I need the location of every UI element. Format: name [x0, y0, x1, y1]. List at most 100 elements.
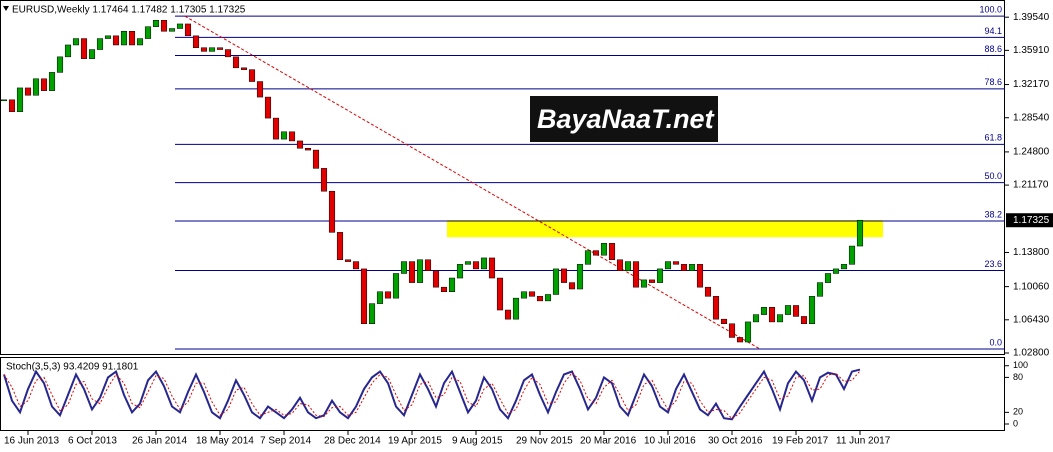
candle [440, 286, 448, 293]
candle [432, 270, 440, 288]
y-tick-label: 1.13800 [1013, 247, 1050, 258]
candle [704, 286, 712, 297]
candle [152, 20, 160, 27]
candle [720, 318, 728, 324]
candle [128, 31, 136, 46]
candle [776, 314, 784, 323]
x-tick-label: 20 Mar 2016 [580, 436, 637, 447]
candle [104, 35, 112, 39]
candle [520, 291, 528, 299]
y-tick-label: 1.28540 [1013, 112, 1050, 123]
candle [144, 26, 152, 39]
candle [768, 307, 776, 323]
candle [800, 316, 808, 324]
title-arrow [3, 6, 9, 11]
x-tick-label: 28 Dec 2014 [324, 436, 381, 447]
candle [280, 131, 288, 140]
candle [488, 257, 496, 279]
candle [232, 56, 240, 69]
watermark: BayaNaaT.net [530, 96, 718, 142]
y-tick-label: 1.39540 [1013, 12, 1050, 23]
candle [680, 264, 688, 271]
candle [56, 56, 64, 73]
candle [456, 264, 464, 279]
x-tick-label: 16 Jun 2013 [4, 436, 59, 447]
candle [840, 264, 848, 270]
candle [592, 250, 600, 256]
candle [808, 296, 816, 324]
candle [8, 99, 16, 112]
candle [0, 99, 8, 102]
y-tick-label: 1.32170 [1013, 79, 1050, 90]
x-tick-label: 19 Apr 2015 [388, 436, 442, 447]
candle [736, 337, 744, 343]
candle [160, 20, 168, 32]
candle [96, 38, 104, 50]
candle [632, 261, 640, 288]
y-tick-label: 80 [1013, 372, 1023, 382]
fib-label: 61.8 [984, 133, 1002, 143]
candle [416, 259, 424, 283]
fib-label: 88.6 [984, 44, 1002, 54]
candle [248, 69, 256, 82]
candle [192, 35, 200, 48]
stoch-line [3, 368, 861, 421]
candle [424, 259, 432, 271]
candle [352, 261, 360, 270]
candle [216, 47, 224, 50]
candle [656, 268, 664, 283]
candle [272, 117, 280, 140]
candle [400, 261, 408, 274]
candle [208, 47, 216, 52]
candle [816, 282, 824, 297]
candle [464, 261, 472, 265]
candle [264, 96, 272, 119]
stoch-title: Stoch(3,5,3) 93.4209 91.1801 [6, 362, 139, 373]
candle [344, 259, 352, 262]
candle [848, 245, 856, 265]
x-tick-label: 26 Jan 2014 [132, 436, 187, 447]
candle [608, 243, 616, 261]
candle [384, 291, 392, 299]
y-tick-label: 100 [1013, 360, 1028, 370]
candle [88, 49, 96, 59]
candle [528, 291, 536, 297]
fib-label: 38.2 [984, 209, 1002, 219]
candle [784, 305, 792, 315]
fib-label: 94.1 [984, 26, 1002, 36]
fib-label: 100.0 [979, 5, 1002, 15]
price-pane [0, 0, 1005, 355]
stoch-pane [0, 357, 1005, 431]
stoch-line [3, 370, 861, 420]
x-tick-label: 18 May 2014 [196, 436, 254, 447]
candle [16, 87, 24, 112]
candle [496, 277, 504, 311]
fib-label: 78.6 [984, 77, 1002, 87]
candle [240, 67, 248, 70]
candle [480, 257, 488, 270]
candle [328, 190, 336, 233]
candle [624, 261, 632, 271]
candle [792, 305, 800, 317]
x-tick-label: 29 Nov 2015 [516, 436, 573, 447]
candle [288, 131, 296, 142]
y-tick-label: 20 [1013, 407, 1023, 417]
last-price-box [1006, 213, 1053, 228]
y-tick-label: 1.35910 [1013, 45, 1050, 56]
candle [304, 148, 312, 151]
candle [672, 261, 680, 265]
y-tick-label: 1.10060 [1013, 281, 1050, 292]
candle [568, 282, 576, 290]
candle [72, 38, 80, 46]
candle [24, 87, 32, 96]
candle [320, 168, 328, 192]
candle [664, 261, 672, 270]
fib-label: 50.0 [984, 171, 1002, 181]
candle [640, 279, 648, 288]
candle [448, 277, 456, 293]
candle [392, 273, 400, 299]
candle [200, 47, 208, 52]
x-tick-label: 11 Jun 2017 [836, 436, 891, 447]
candle [176, 23, 184, 29]
candle [536, 296, 544, 302]
